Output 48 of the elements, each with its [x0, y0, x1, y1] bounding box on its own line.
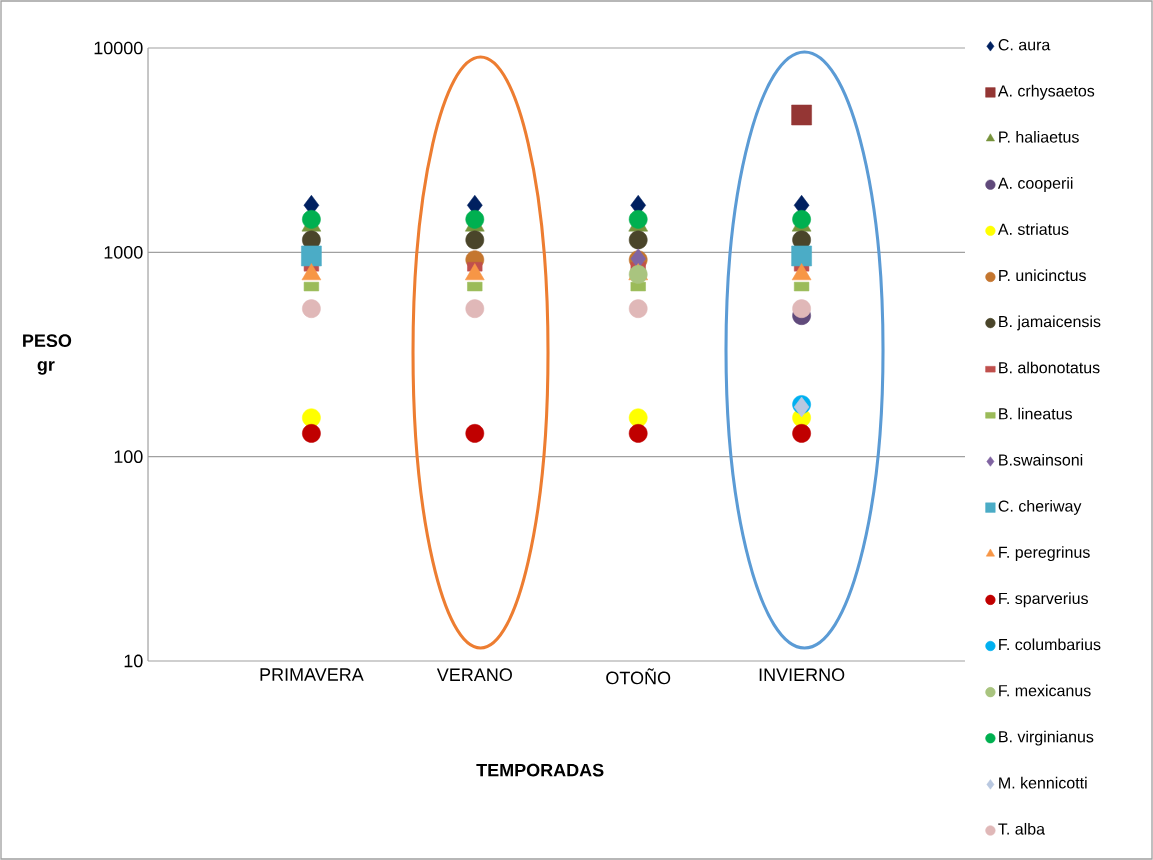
point	[792, 424, 811, 443]
x-tick-label: VERANO	[436, 668, 512, 682]
legend-label: F. mexicanus	[999, 684, 1091, 697]
legend-label: A. striatus	[997, 223, 1069, 235]
point	[465, 230, 485, 250]
point	[628, 299, 648, 319]
legend-label: C. cheriway	[998, 500, 1082, 515]
point	[301, 245, 322, 267]
legend-label: B. albonotatus	[999, 361, 1100, 374]
y-tick-label: 10	[124, 654, 143, 668]
point	[792, 210, 811, 229]
point	[465, 210, 485, 229]
point	[302, 408, 321, 428]
point	[791, 245, 812, 267]
point	[628, 408, 648, 428]
legend-label: F. columbarius	[999, 638, 1101, 651]
point	[628, 230, 648, 250]
point	[302, 210, 321, 229]
y-tick-label: 10000	[94, 41, 143, 55]
legend-label: A. crhysaetos	[997, 84, 1095, 100]
y-tick-label: 100	[114, 450, 143, 464]
legend-label: F. peregrinus	[999, 546, 1090, 562]
x-tick-label: PRIMAVERA	[260, 668, 364, 681]
legend-label: F. sparverius	[999, 592, 1088, 608]
point	[792, 299, 811, 319]
legend-label: C. aura	[998, 39, 1051, 51]
x-axis-title: TEMPORADAS	[476, 763, 604, 777]
y-axis-title: PESO gr	[23, 334, 72, 375]
legend-label: B.swainsoni	[999, 453, 1083, 466]
legend-label: A. cooperii	[997, 177, 1073, 193]
point	[628, 424, 648, 443]
point	[628, 210, 648, 229]
point	[791, 104, 812, 126]
legend-label: B. lineatus	[999, 407, 1072, 420]
legend-label: B. virginianus	[999, 730, 1094, 746]
point	[465, 424, 485, 443]
legend-label: B. jamaicensis	[999, 315, 1101, 331]
point	[465, 299, 485, 319]
legend-label: P. unicinctus	[999, 269, 1086, 282]
legend-label: M. kennicotti	[999, 776, 1087, 789]
x-tick-label: INVIERNO	[759, 668, 845, 682]
legend-label: T. alba	[998, 822, 1045, 835]
legend-label: P. haliaetus	[999, 130, 1079, 143]
point	[793, 396, 810, 418]
point	[302, 424, 321, 443]
y-tick-label: 1000	[104, 245, 143, 259]
x-tick-label: OTOÑO	[606, 668, 671, 685]
point	[302, 299, 321, 319]
